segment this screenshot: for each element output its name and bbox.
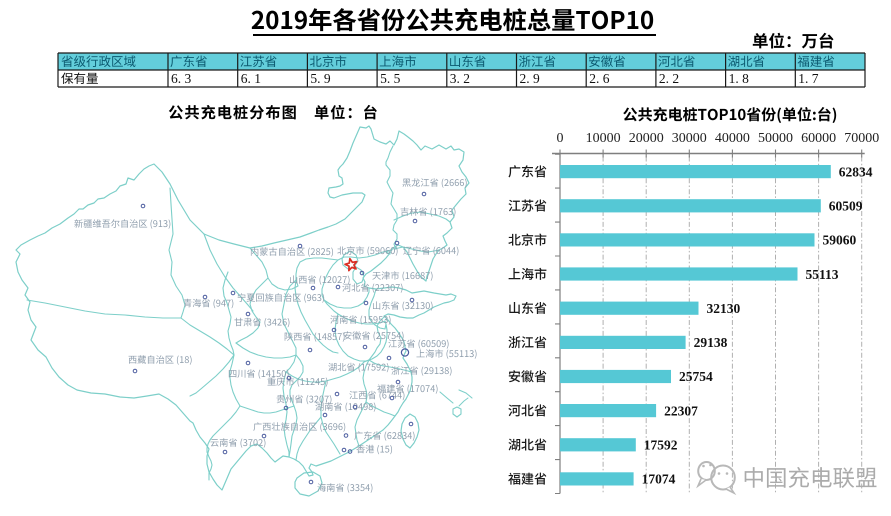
svg-text:40000: 40000 [715,131,750,146]
svg-text:5. 9: 5. 9 [310,71,331,86]
svg-text:6. 3: 6. 3 [171,71,192,86]
svg-text:1. 8: 1. 8 [729,71,750,86]
svg-text:59060: 59060 [823,233,857,248]
svg-text:60000: 60000 [801,131,836,146]
svg-text:22307: 22307 [664,403,698,418]
svg-text:70000: 70000 [844,131,879,146]
svg-text:20000: 20000 [629,131,664,146]
svg-text:2. 6: 2. 6 [589,71,610,86]
svg-text:2. 9: 2. 9 [520,71,541,86]
svg-text:32130: 32130 [707,301,741,316]
svg-text:17074: 17074 [642,472,676,487]
svg-text:5. 5: 5. 5 [380,71,401,86]
svg-text:30000: 30000 [672,131,707,146]
svg-text:0: 0 [557,131,564,146]
svg-text:2. 2: 2. 2 [659,71,679,86]
svg-text:25754: 25754 [679,369,713,384]
svg-text:17592: 17592 [644,438,678,453]
svg-text:1. 7: 1. 7 [798,71,819,86]
svg-text:29138: 29138 [694,335,728,350]
svg-text:55113: 55113 [806,267,839,282]
svg-text:6. 1: 6. 1 [241,71,261,86]
svg-text:60509: 60509 [829,199,863,214]
svg-text:50000: 50000 [758,131,793,146]
svg-text:10000: 10000 [586,131,621,146]
svg-text:62834: 62834 [839,164,873,179]
svg-text:3. 2: 3. 2 [450,71,470,86]
